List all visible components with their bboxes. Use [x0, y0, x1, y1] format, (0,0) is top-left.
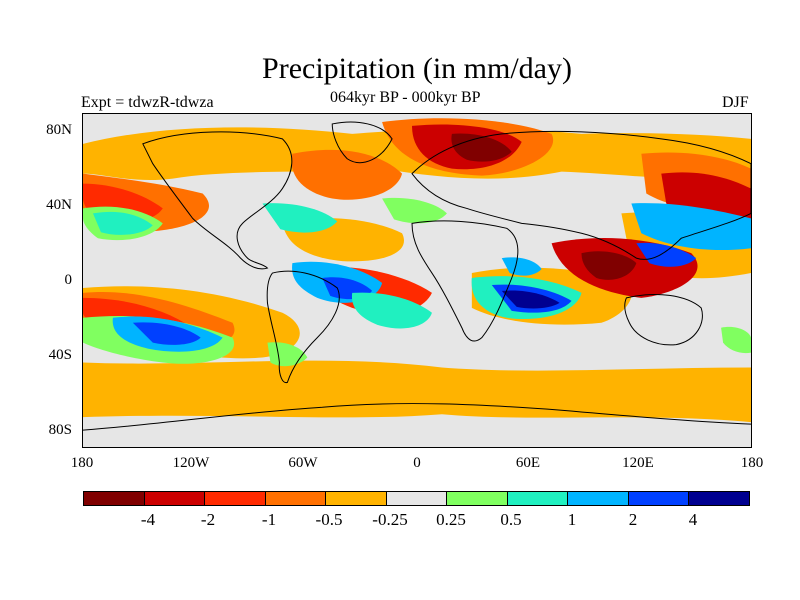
north-america-outline	[142, 131, 293, 270]
lon-tick-label: 120W	[172, 455, 210, 471]
coastline-layer	[83, 121, 751, 431]
colorbar-label: 4	[688, 510, 698, 529]
colorbar-swatch	[205, 492, 266, 505]
colorbar-label: -1	[261, 510, 277, 529]
lon-tick-label: 180	[740, 455, 764, 471]
precipitation-map	[83, 118, 751, 431]
colorbar-swatch	[265, 492, 327, 505]
colorbar-swatch	[447, 492, 508, 505]
colorbar-label: -2	[200, 510, 216, 529]
lat-tick-label: 80N	[46, 122, 72, 138]
eurasia-outline	[411, 130, 751, 260]
colorbar-label: 0.5	[500, 510, 522, 529]
lon-tick-label: 60E	[515, 455, 541, 471]
lat-tick-label: 40N	[46, 197, 72, 213]
colorbar-swatch	[84, 492, 145, 505]
anomaly-fill-layer	[83, 118, 751, 423]
antarctica-outline	[83, 403, 751, 431]
colorbar-swatch	[507, 492, 569, 505]
lat-tick-label: 80S	[48, 422, 72, 438]
lon-tick-label: 0	[413, 455, 421, 471]
south-america-outline	[266, 270, 340, 384]
colorbar-label: -4	[140, 510, 156, 529]
colorbar-label: -0.5	[315, 510, 343, 529]
colorbar-swatch	[628, 492, 690, 505]
colorbar-swatch	[689, 492, 750, 505]
colorbar-label: -0.25	[372, 510, 408, 529]
experiment-label: Expt = tdwzR-tdwza	[81, 94, 214, 111]
colorbar	[83, 491, 750, 506]
colorbar-label: 0.25	[436, 510, 466, 529]
chart-title: Precipitation (in mm/day)	[262, 52, 572, 85]
colorbar-swatch	[568, 492, 629, 505]
season-label: DJF	[722, 94, 749, 111]
greenland-outline	[331, 121, 393, 164]
australia-outline	[624, 294, 703, 346]
lon-tick-label: 60W	[288, 455, 318, 471]
lon-tick-label: 180	[70, 455, 94, 471]
colorbar-swatch	[144, 492, 206, 505]
period-label: 064kyr BP - 000kyr BP	[330, 89, 481, 106]
lon-tick-label: 120E	[622, 455, 654, 471]
colorbar-label: 2	[628, 510, 638, 529]
lat-tick-label: 40S	[48, 347, 72, 363]
colorbar-swatch	[386, 492, 448, 505]
colorbar-swatch	[326, 492, 387, 505]
map-panel	[82, 113, 752, 448]
lat-tick-label: 0	[64, 272, 73, 288]
colorbar-label: 1	[567, 510, 577, 529]
africa-outline	[411, 220, 519, 342]
